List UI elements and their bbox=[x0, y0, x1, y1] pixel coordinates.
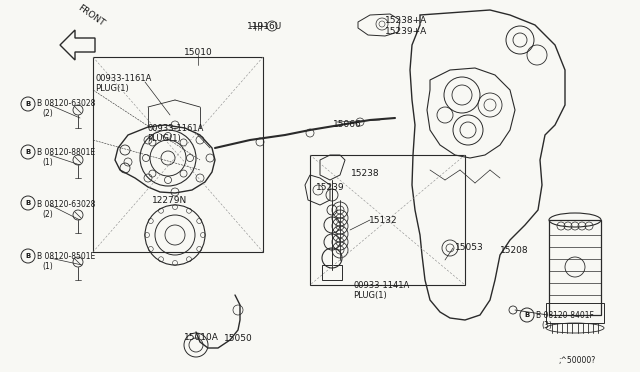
Text: 00933-1161A: 00933-1161A bbox=[147, 124, 204, 133]
Text: 15053: 15053 bbox=[455, 243, 484, 252]
Text: 15239+A: 15239+A bbox=[385, 27, 428, 36]
Text: B 08120-63028: B 08120-63028 bbox=[37, 99, 95, 108]
Text: B: B bbox=[26, 253, 31, 259]
Text: (3): (3) bbox=[541, 321, 552, 330]
Text: B: B bbox=[26, 149, 31, 155]
Bar bbox=[310, 155, 465, 285]
Text: 15050: 15050 bbox=[224, 334, 253, 343]
Text: B 08120-8801E: B 08120-8801E bbox=[37, 148, 95, 157]
Text: B 08120-63028: B 08120-63028 bbox=[37, 200, 95, 209]
Text: 15239: 15239 bbox=[316, 183, 344, 192]
Bar bbox=[93, 57, 263, 252]
Text: B: B bbox=[26, 101, 31, 107]
Bar bbox=[322, 265, 342, 280]
Text: PLUG(1): PLUG(1) bbox=[353, 291, 387, 300]
Text: 15208: 15208 bbox=[500, 246, 529, 255]
Text: PLUG(1): PLUG(1) bbox=[95, 84, 129, 93]
Text: ;^50000?: ;^50000? bbox=[558, 356, 595, 365]
Text: 15066: 15066 bbox=[333, 120, 362, 129]
Text: (2): (2) bbox=[42, 210, 52, 219]
Text: B: B bbox=[524, 312, 530, 318]
Text: 11916U: 11916U bbox=[247, 22, 282, 31]
Bar bbox=[546, 303, 604, 323]
Text: 15010A: 15010A bbox=[184, 333, 219, 342]
Text: (1): (1) bbox=[42, 262, 52, 271]
Text: 12279N: 12279N bbox=[152, 196, 188, 205]
Text: FRONT: FRONT bbox=[76, 3, 106, 28]
Text: PLUG(1): PLUG(1) bbox=[147, 134, 180, 143]
Bar bbox=[549, 220, 601, 315]
Text: 15010: 15010 bbox=[184, 48, 212, 57]
Text: 00933-1161A: 00933-1161A bbox=[95, 74, 152, 83]
Text: (1): (1) bbox=[42, 158, 52, 167]
Text: B 08120-8401F: B 08120-8401F bbox=[536, 311, 594, 320]
Text: B: B bbox=[26, 200, 31, 206]
Text: (2): (2) bbox=[42, 109, 52, 118]
Text: 15238: 15238 bbox=[351, 169, 380, 178]
Text: 00933-1141A: 00933-1141A bbox=[353, 281, 409, 290]
Text: 15238+A: 15238+A bbox=[385, 16, 428, 25]
Text: 15132: 15132 bbox=[369, 216, 397, 225]
Text: B 08120-8501E: B 08120-8501E bbox=[37, 252, 95, 261]
